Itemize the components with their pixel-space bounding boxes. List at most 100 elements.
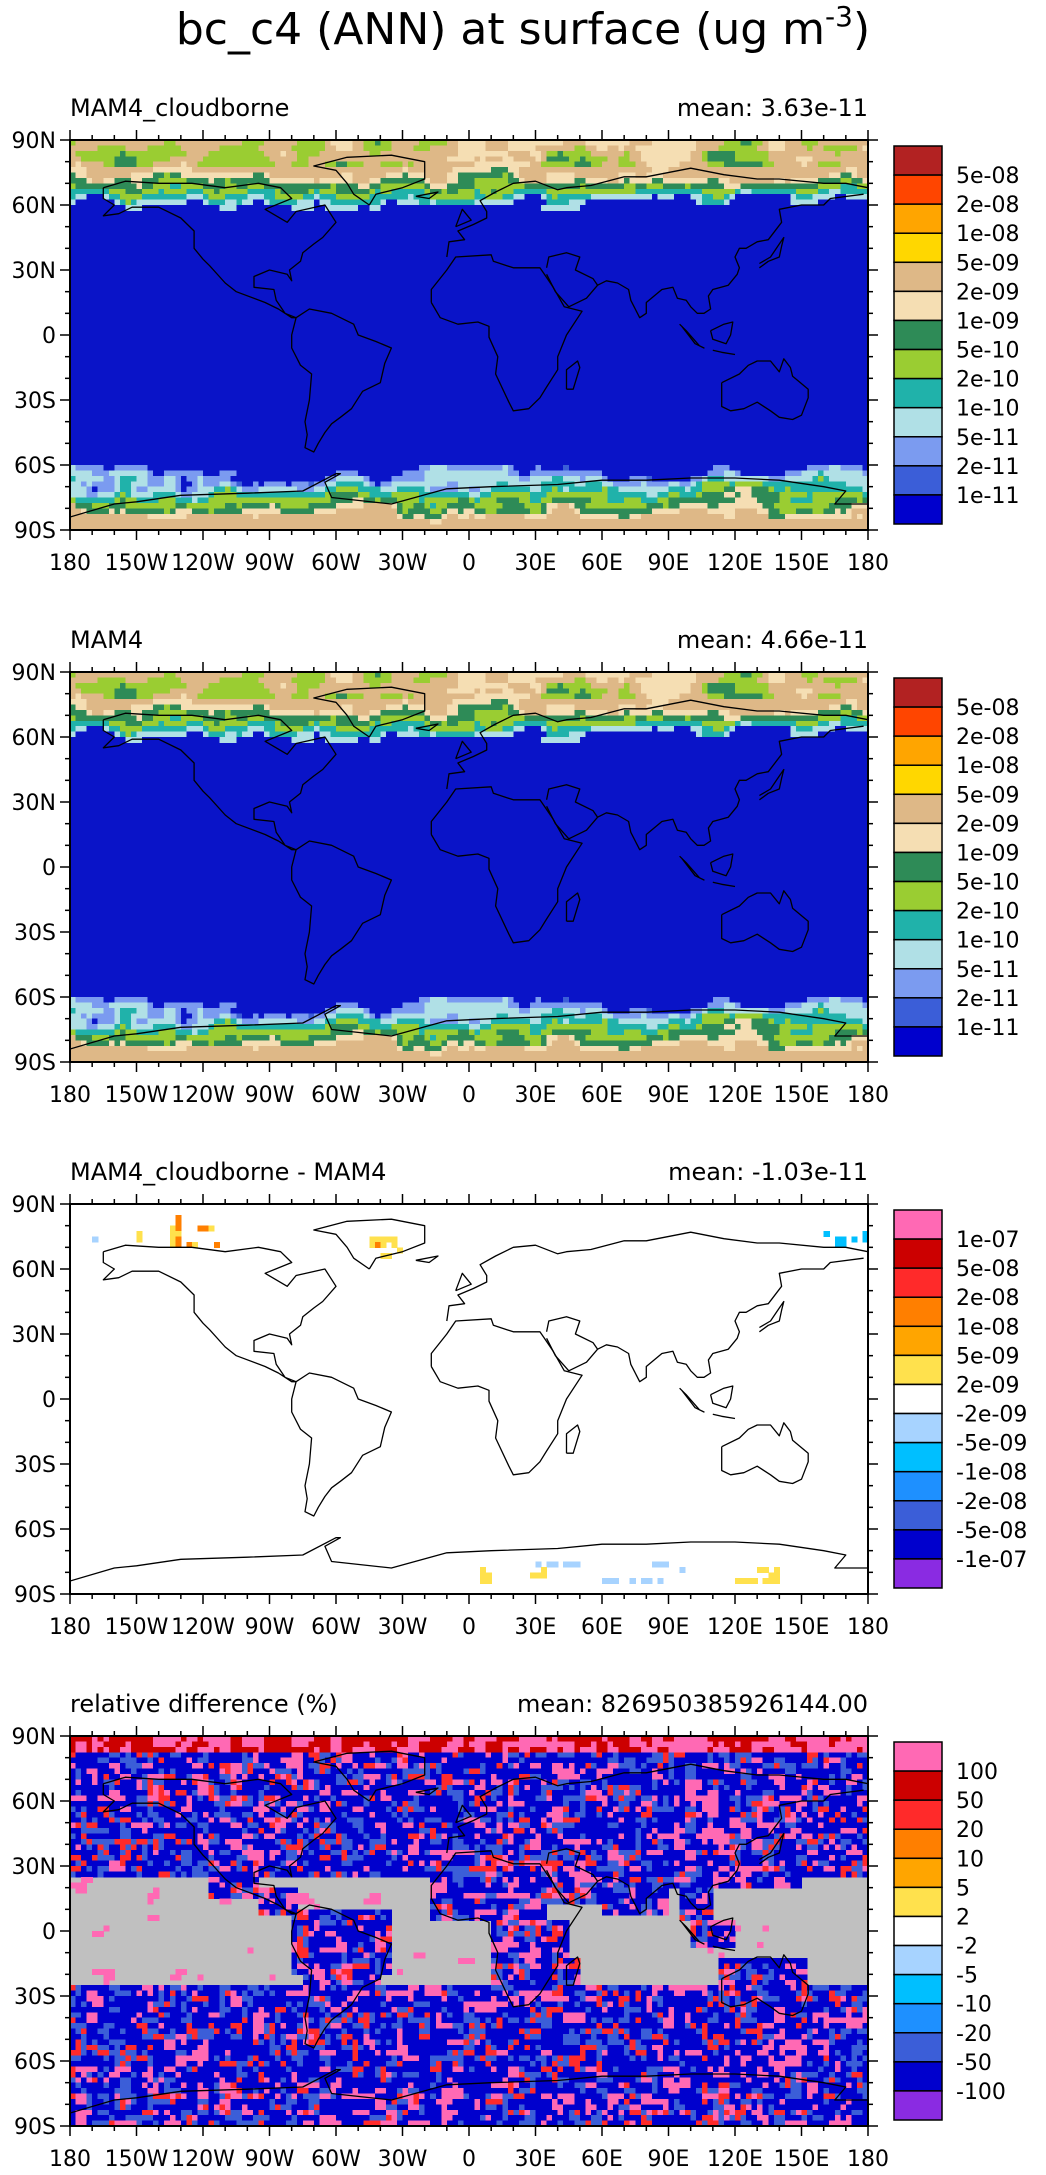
- field-cell: [336, 481, 343, 488]
- field-cell: [263, 140, 271, 147]
- field-cell: [795, 183, 803, 190]
- field-cell: [430, 145, 437, 152]
- field-cell: [92, 508, 99, 515]
- field-cell: [186, 177, 193, 184]
- field-cell: [674, 177, 681, 184]
- field-cell: [740, 194, 747, 201]
- field-cell: [746, 524, 753, 530]
- field-cell: [856, 172, 864, 179]
- field-cell: [70, 161, 77, 168]
- field-cell: [768, 194, 775, 201]
- field-cell: [657, 688, 664, 695]
- field-cell: [773, 140, 780, 147]
- field-cell: [430, 497, 437, 504]
- field-cell: [685, 502, 692, 509]
- field-cell: [751, 486, 758, 493]
- field-cell: [818, 519, 825, 526]
- field-cell: [191, 508, 199, 515]
- field-cell: [175, 145, 182, 152]
- field-cell: [602, 172, 609, 179]
- field-cell: [302, 688, 309, 695]
- field-cell: [424, 513, 431, 520]
- field-cell: [469, 508, 476, 515]
- field-cell: [707, 508, 714, 515]
- field-cell: [851, 519, 858, 526]
- field-cell: [258, 205, 265, 212]
- field-cell: [779, 161, 786, 168]
- field-cell: [441, 672, 448, 679]
- field-cell: [696, 150, 703, 157]
- field-cell: [275, 194, 282, 201]
- field-cell: [430, 709, 437, 716]
- field-cell: [524, 492, 531, 499]
- field-cell: [247, 486, 254, 493]
- field-cell: [668, 688, 675, 695]
- field-cell: [757, 672, 764, 679]
- field-cell: [130, 470, 138, 477]
- field-cell: [175, 709, 182, 716]
- field-cell: [496, 470, 503, 477]
- field-cell: [358, 699, 365, 706]
- field-cell: [657, 481, 664, 488]
- field-cell: [629, 508, 636, 515]
- field-cell: [324, 709, 332, 716]
- field-cell: [646, 172, 653, 179]
- field-cell: [258, 699, 265, 706]
- field-cell: [175, 704, 182, 711]
- field-cell: [740, 699, 747, 706]
- field-cell: [773, 199, 780, 206]
- field-cell: [197, 183, 204, 190]
- field-cell: [81, 677, 88, 684]
- field-cell: [424, 194, 431, 201]
- field-cell: [668, 492, 675, 499]
- field-cell: [712, 177, 719, 184]
- field-cell: [70, 709, 77, 716]
- field-cell: [203, 465, 210, 472]
- field-cell: [430, 508, 437, 515]
- field-cell: [214, 513, 221, 520]
- field-cell: [685, 688, 692, 695]
- field-cell: [413, 161, 420, 168]
- field-cell: [324, 183, 332, 190]
- field-cell: [729, 465, 736, 472]
- field-cell: [142, 508, 149, 515]
- field-cell: [457, 465, 465, 472]
- field-cell: [773, 677, 780, 684]
- field-cell: [186, 470, 193, 477]
- field-cell: [114, 715, 121, 722]
- field-cell: [153, 699, 160, 706]
- field-cell: [291, 465, 298, 472]
- field-cell: [507, 513, 514, 520]
- field-cell: [746, 156, 753, 163]
- field-cell: [186, 672, 193, 679]
- field-cell: [807, 145, 814, 152]
- field-cell: [446, 145, 453, 152]
- field-cell: [419, 524, 426, 530]
- field-cell: [651, 183, 659, 190]
- field-cell: [862, 508, 868, 515]
- field-cell: [385, 194, 393, 201]
- field-cell: [269, 693, 276, 700]
- field-cell: [214, 465, 221, 472]
- field-cell: [374, 502, 381, 509]
- field-cell: [236, 188, 243, 195]
- field-cell: [108, 156, 115, 163]
- field-cell: [219, 704, 226, 711]
- field-cell: [779, 688, 786, 695]
- field-cell: [180, 161, 187, 168]
- field-cell: [502, 677, 509, 684]
- field-cell: [263, 188, 271, 195]
- field-cell: [590, 508, 598, 515]
- field-cell: [302, 699, 309, 706]
- field-cell: [313, 688, 320, 695]
- field-cell: [640, 682, 647, 689]
- field-cell: [723, 167, 731, 174]
- field-cell: [252, 183, 260, 190]
- field-cell: [241, 715, 248, 722]
- field-cell: [75, 161, 82, 168]
- field-cell: [191, 693, 199, 700]
- field-cell: [795, 688, 803, 695]
- field-cell: [97, 145, 104, 152]
- field-cell: [685, 205, 692, 212]
- colorbar-label: 5e-09: [956, 251, 1019, 276]
